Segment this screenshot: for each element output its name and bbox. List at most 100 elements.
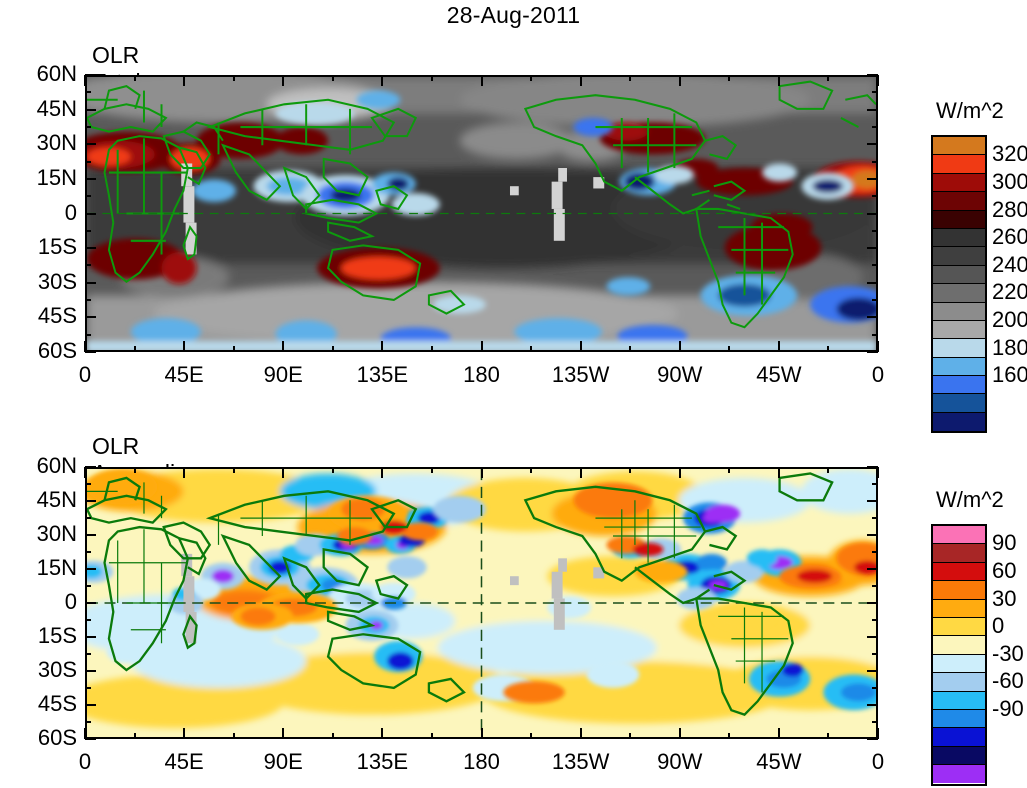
y-tick-major [867, 568, 878, 570]
y-axis-label: 30S [37, 268, 77, 294]
colorbar-band [933, 599, 985, 618]
colorbar-band [933, 247, 985, 266]
x-tick-minor [430, 467, 433, 473]
y-tick-major [867, 143, 878, 146]
x-tick-major [381, 341, 384, 352]
x-axis-label: 135E [356, 749, 409, 774]
x-axis-label: 90E [263, 362, 303, 387]
colorbar-band [933, 357, 985, 377]
y-tick-minor [85, 125, 91, 128]
x-tick-minor [133, 75, 136, 81]
y-tick-major [867, 738, 878, 740]
x-tick-major [84, 341, 86, 352]
y-tick-minor [872, 653, 878, 655]
x-tick-minor [827, 467, 830, 473]
colorbar-band [933, 339, 985, 358]
x-tick-minor [133, 346, 136, 352]
map-olr-anomalies [85, 467, 878, 739]
y-tick-major [85, 281, 96, 284]
y-tick-minor [85, 299, 91, 302]
colorbar-tick-label: 200 [992, 307, 1027, 332]
colorbar-band [933, 265, 985, 285]
colorbar-tick-label: 300 [992, 169, 1027, 194]
x-tick-major [183, 75, 186, 86]
x-tick-minor [530, 467, 533, 473]
x-tick-major [282, 467, 285, 478]
colorbar-band [933, 654, 985, 674]
colorbar-band [933, 394, 985, 413]
y-tick-major [867, 704, 878, 706]
x-tick-minor [728, 75, 731, 81]
y-tick-major [85, 602, 96, 604]
map-totals-field [87, 77, 876, 350]
x-tick-minor [728, 346, 731, 352]
y-tick-major [85, 534, 96, 536]
colorbar-band [933, 320, 985, 340]
y-tick-minor [872, 195, 878, 198]
colorbar-tick-label: 260 [992, 224, 1027, 250]
x-tick-major [579, 728, 582, 739]
y-tick-major [85, 212, 96, 215]
colorbar-band [933, 192, 985, 211]
colorbar-band [933, 709, 985, 729]
x-axis-label: 135W [551, 362, 610, 387]
y-tick-minor [85, 551, 91, 553]
colorbar-band [933, 636, 985, 655]
x-tick-minor [232, 733, 235, 739]
x-tick-major [480, 467, 483, 478]
x-tick-minor [629, 733, 632, 739]
x-tick-major [777, 467, 780, 478]
y-tick-minor [872, 619, 878, 621]
x-tick-major [877, 467, 879, 478]
x-tick-minor [331, 467, 334, 473]
y-tick-major [867, 177, 878, 180]
x-tick-minor [530, 346, 533, 352]
y-tick-major [867, 534, 878, 536]
y-axis-label: 60N [36, 453, 77, 478]
x-tick-major [480, 728, 483, 739]
colorbar-band [933, 284, 985, 303]
y-tick-major [85, 108, 96, 111]
y-tick-major [85, 704, 96, 706]
x-tick-minor [430, 733, 433, 739]
x-axis-label: 0 [871, 362, 885, 387]
y-tick-major [867, 212, 878, 215]
x-tick-minor [331, 75, 334, 81]
y-tick-major [85, 74, 96, 76]
colorbar-tick-label: 240 [992, 251, 1027, 277]
colorbar-band [933, 302, 985, 321]
y-tick-minor [872, 585, 878, 587]
x-tick-major [777, 75, 780, 86]
y-tick-minor [872, 264, 878, 267]
colorbar-tick-label: 320 [992, 141, 1027, 167]
x-tick-major [579, 467, 582, 478]
x-tick-major [381, 75, 384, 86]
colorbar-title: W/m^2 [936, 98, 1004, 123]
y-tick-major [867, 500, 878, 502]
x-axis-label: 45W [756, 749, 802, 774]
x-tick-minor [827, 733, 830, 739]
y-tick-minor [872, 229, 878, 232]
x-tick-minor [331, 733, 334, 739]
x-tick-minor [232, 75, 235, 81]
x-tick-minor [827, 75, 830, 81]
y-tick-major [867, 247, 878, 250]
x-tick-minor [430, 346, 433, 352]
x-tick-minor [728, 733, 731, 739]
x-tick-minor [530, 75, 533, 81]
y-tick-minor [85, 517, 91, 519]
x-tick-major [777, 728, 780, 739]
colorbar-tick-label: 180 [992, 334, 1027, 360]
colorbar-top [931, 135, 987, 434]
x-tick-major [678, 728, 681, 739]
y-tick-major [867, 316, 878, 319]
y-axis-label: 0 [64, 589, 77, 614]
y-tick-major [867, 636, 878, 638]
x-tick-major [678, 75, 681, 86]
x-tick-major [282, 728, 285, 739]
x-tick-major [84, 75, 86, 86]
y-axis-label: 30S [37, 657, 77, 682]
y-tick-major [85, 636, 96, 638]
x-tick-major [282, 341, 285, 352]
colorbar-band [933, 544, 985, 563]
